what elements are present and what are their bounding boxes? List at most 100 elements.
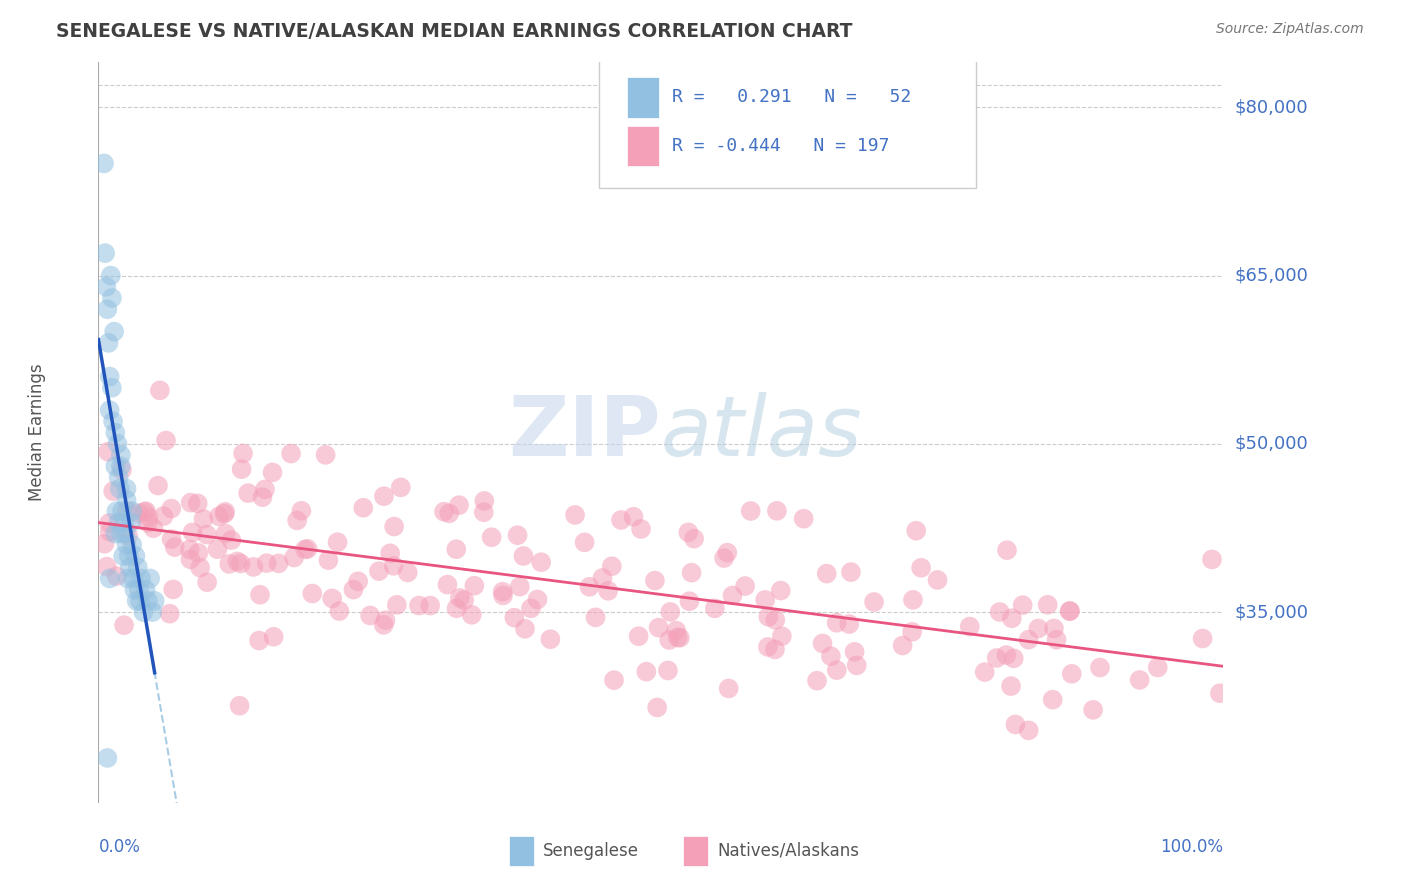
Text: R = -0.444   N = 197: R = -0.444 N = 197: [672, 137, 890, 155]
Point: [683, 532, 706, 546]
Point: [105, 504, 128, 518]
Point: [1201, 552, 1223, 566]
Point: [838, 617, 860, 632]
Point: [600, 559, 623, 574]
Point: [124, 549, 146, 563]
Point: [574, 535, 596, 549]
Point: [93, 156, 115, 170]
Point: [188, 560, 211, 574]
Text: 0.0%: 0.0%: [98, 838, 141, 855]
Point: [396, 566, 419, 580]
Point: [666, 631, 689, 645]
Point: [623, 509, 645, 524]
Point: [1045, 632, 1067, 647]
Point: [128, 582, 150, 597]
Point: [249, 588, 271, 602]
Point: [472, 494, 495, 508]
Point: [447, 498, 470, 512]
Point: [231, 462, 253, 476]
Point: [995, 543, 1018, 558]
Point: [98, 369, 121, 384]
Point: [104, 425, 127, 440]
Point: [630, 522, 652, 536]
Point: [382, 558, 405, 573]
Point: [1011, 598, 1033, 612]
Point: [110, 526, 132, 541]
Point: [986, 651, 1008, 665]
Point: [509, 580, 531, 594]
Point: [1018, 723, 1040, 738]
Point: [107, 516, 129, 530]
Point: [98, 571, 121, 585]
Point: [373, 489, 395, 503]
Point: [385, 598, 408, 612]
Point: [97, 444, 120, 458]
Point: [107, 437, 129, 451]
Point: [100, 268, 122, 283]
Point: [214, 507, 236, 521]
Point: [321, 591, 343, 606]
Point: [125, 594, 148, 608]
Point: [208, 509, 231, 524]
Point: [481, 530, 503, 544]
Point: [221, 533, 243, 547]
Point: [149, 384, 172, 398]
Point: [1043, 622, 1066, 636]
FancyBboxPatch shape: [683, 836, 709, 866]
Point: [419, 599, 441, 613]
Point: [129, 594, 152, 608]
Point: [103, 325, 125, 339]
Text: $35,000: $35,000: [1234, 603, 1309, 621]
Point: [207, 542, 229, 557]
Point: [112, 618, 135, 632]
Point: [155, 434, 177, 448]
Point: [647, 621, 669, 635]
Point: [901, 624, 924, 639]
Point: [134, 505, 156, 519]
Point: [263, 630, 285, 644]
Point: [578, 580, 600, 594]
Point: [1059, 604, 1081, 618]
Point: [636, 665, 658, 679]
Point: [1081, 703, 1104, 717]
Point: [315, 448, 337, 462]
Point: [721, 589, 744, 603]
Point: [766, 504, 789, 518]
Point: [863, 595, 886, 609]
Point: [1018, 632, 1040, 647]
Point: [318, 553, 340, 567]
Point: [763, 642, 786, 657]
Point: [118, 549, 141, 563]
Point: [820, 649, 842, 664]
Point: [825, 663, 848, 677]
Text: $50,000: $50,000: [1234, 434, 1308, 453]
Point: [758, 609, 780, 624]
Point: [160, 501, 183, 516]
Point: [101, 291, 124, 305]
Point: [187, 496, 209, 510]
Point: [129, 571, 152, 585]
Point: [669, 631, 692, 645]
Point: [389, 480, 412, 494]
Point: [262, 466, 284, 480]
Point: [659, 605, 682, 619]
Point: [121, 538, 143, 552]
Point: [373, 618, 395, 632]
Point: [703, 601, 725, 615]
Point: [108, 482, 131, 496]
Point: [910, 560, 932, 574]
Point: [143, 594, 166, 608]
Point: [681, 566, 703, 580]
Point: [94, 246, 117, 260]
Point: [228, 698, 250, 713]
Point: [93, 537, 115, 551]
Point: [160, 532, 183, 546]
Point: [101, 414, 124, 428]
Point: [294, 542, 316, 557]
Point: [101, 484, 124, 499]
Point: [120, 516, 142, 530]
Point: [104, 459, 127, 474]
Point: [98, 516, 121, 530]
Point: [118, 560, 141, 574]
Point: [280, 446, 302, 460]
